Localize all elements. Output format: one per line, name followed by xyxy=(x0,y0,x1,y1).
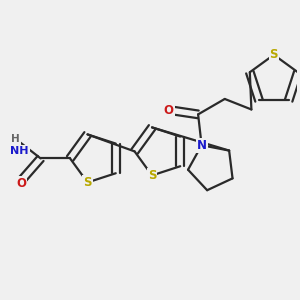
Text: S: S xyxy=(148,169,156,182)
Text: NH: NH xyxy=(11,146,29,156)
Text: S: S xyxy=(83,176,92,189)
Text: O: O xyxy=(164,104,174,117)
Text: S: S xyxy=(270,48,278,61)
Text: N: N xyxy=(196,139,207,152)
Text: O: O xyxy=(16,177,26,190)
Text: H: H xyxy=(11,134,20,145)
